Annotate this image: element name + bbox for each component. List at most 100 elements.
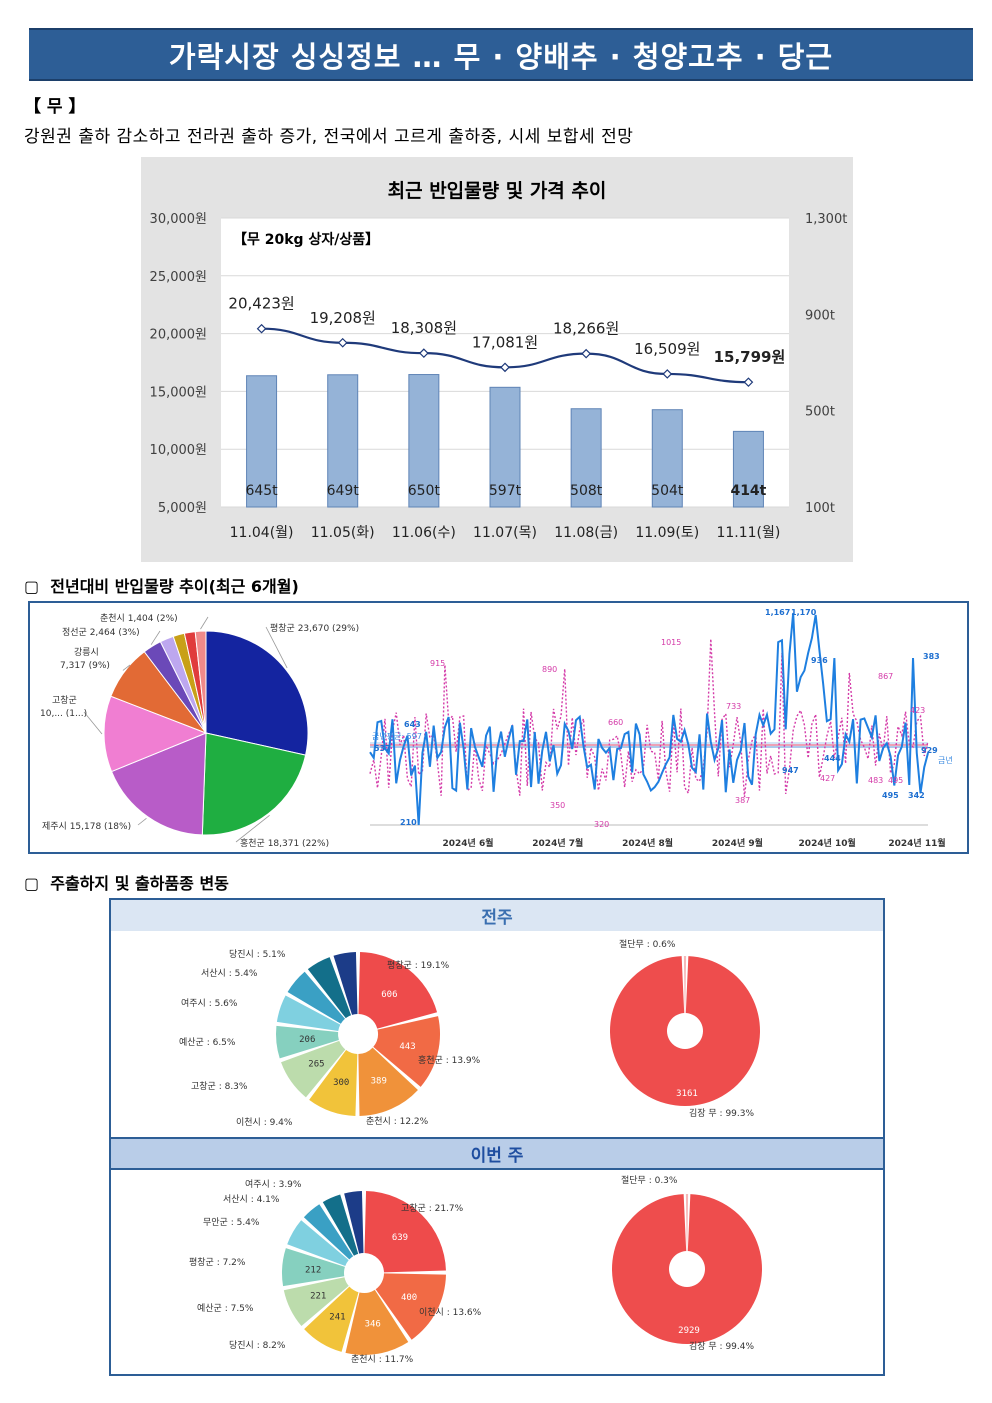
this-year-annotation: 342 — [908, 791, 925, 800]
region-slice — [364, 1191, 446, 1273]
region-slice — [345, 1289, 409, 1355]
price-point — [337, 337, 348, 348]
region-slice — [309, 1050, 358, 1116]
volume-label: 414t — [730, 483, 766, 499]
x-tick-label: 2024년 6월 — [442, 837, 493, 849]
pie-leader-line — [265, 626, 288, 669]
banner-title: 가락시장 싱싱정보 … 무 · 양배추 · 청양고추 · 당근 — [168, 39, 834, 74]
this-year-annotation: 210 — [400, 818, 417, 827]
pie-leader-line — [150, 630, 161, 645]
left-tick-label: 25,000원 — [150, 270, 207, 285]
left-tick-label: 15,000원 — [150, 385, 207, 400]
donut-value-label: 346 — [365, 1319, 381, 1329]
price-point — [419, 348, 429, 359]
pie-leader-line — [235, 814, 270, 843]
last-year-annotation: 320 — [594, 820, 609, 829]
volume-bar — [651, 409, 683, 508]
price-point — [581, 348, 591, 359]
right-tick-label: 900t — [805, 308, 835, 323]
donut-value-label: 443 — [399, 1042, 415, 1052]
six-month-svg: 평창군 23,670 (29%) 홍천군 18,371 (22%) 제주시 15,1… — [40, 608, 953, 849]
donut-value-label: 212 — [305, 1265, 321, 1275]
volume-label: 649t — [327, 483, 360, 499]
variety-slice — [610, 956, 761, 1106]
region-slice — [304, 1286, 359, 1352]
this-week-header: 이번 주 — [111, 1137, 883, 1170]
last-year-annotation: 867 — [878, 672, 893, 681]
region-slice — [281, 1040, 346, 1098]
volume-label: 650t — [408, 483, 441, 499]
donut-value-label: 389 — [371, 1077, 387, 1087]
prev-week-header: 전주 — [111, 900, 883, 931]
region-slice — [282, 1248, 345, 1287]
pie-label: 고창군 — [52, 695, 77, 706]
last-year-annotation: 1015 — [661, 638, 681, 647]
pie-leader-line — [137, 817, 147, 826]
donut-value-label: 300 — [333, 1078, 349, 1088]
region-label: 무안군 : 5.4% — [203, 1217, 260, 1228]
this-year-annotation: 495 — [882, 791, 899, 800]
region-slice — [276, 995, 341, 1032]
right-tick-label: 500t — [805, 405, 835, 420]
pie-slice — [205, 630, 309, 756]
left-tick-label: 5,000원 — [158, 501, 207, 516]
pie-slice — [201, 732, 307, 836]
x-tick-label: 2024년 8월 — [622, 837, 673, 849]
region-label: 예산군 : 6.5% — [179, 1037, 236, 1048]
prev-week-header-label: 전주 — [481, 908, 513, 928]
last-year-annotation: 427 — [820, 774, 835, 783]
section-6month-label: 전년대비 반입물량 추이(최근 6개월) — [50, 577, 299, 596]
last-year-annotation: 660 — [608, 718, 623, 727]
six-month-panel: 평창군 23,670 (29%) 홍천군 18,371 (22%) 제주시 15,1… — [28, 601, 969, 854]
region-label: 홍천군 : 13.9% — [418, 1054, 481, 1066]
volume-label: 645t — [245, 483, 278, 499]
price-point — [743, 377, 754, 388]
this-year-annotation: 444 — [824, 754, 841, 763]
volume-bar — [732, 430, 764, 508]
region-label: 서산시 : 5.4% — [201, 968, 258, 979]
this-year-annotation: 947 — [782, 766, 799, 775]
category-label: 11.06(수) — [392, 525, 456, 541]
pie-leader-line — [200, 616, 209, 630]
region-label: 당진시 : 5.1% — [229, 949, 286, 960]
price-point — [500, 362, 510, 373]
region-label: 예산군 : 7.5% — [197, 1303, 254, 1314]
section-title-mu: 【 무 】 — [24, 97, 86, 117]
price-label: 16,509원 — [634, 340, 700, 358]
region-label: 춘천시 : 12.2% — [366, 1116, 429, 1127]
region-label: 여주시 : 5.6% — [181, 997, 238, 1009]
pie-label: 춘천시 1,404 (2%) — [100, 613, 178, 624]
donut-value-label: 221 — [310, 1292, 326, 1302]
section-shipping: ▢ 주출하지 및 출하품종 변동 — [24, 874, 229, 893]
last-year-annotation: 350 — [550, 801, 565, 810]
section-shipping-label: 주출하지 및 출하품종 변동 — [50, 874, 229, 893]
region-slice — [322, 1194, 359, 1256]
last-year-annotation: 423 — [910, 706, 925, 715]
price-point — [662, 369, 673, 379]
price-label: 18,266원 — [553, 320, 619, 338]
region-label: 춘천시 : 11.7% — [351, 1354, 414, 1365]
region-label: 평창군 : 7.2% — [189, 1257, 246, 1268]
region-slice — [307, 957, 352, 1019]
volume-label: 508t — [570, 483, 603, 499]
x-tick-label: 2024년 11월 — [888, 837, 945, 849]
pie-label: 7,317 (9%) — [60, 661, 110, 671]
region-slice — [358, 952, 438, 1029]
variety-value-label: 2929 — [678, 1326, 700, 1336]
x-tick-label: 2024년 9월 — [712, 837, 763, 849]
category-label: 11.08(금) — [554, 525, 618, 541]
chart-title: 최근 반입물량 및 가격 추이 — [388, 180, 607, 202]
region-label: 이천시 : 13.6% — [419, 1307, 482, 1318]
variety-value-label: 3161 — [676, 1089, 698, 1099]
donut-value-label: 265 — [308, 1060, 324, 1070]
category-label: 11.09(토) — [635, 525, 699, 541]
right-tick-label: 1,300t — [805, 212, 847, 227]
this-year-line — [369, 612, 929, 826]
pie-slice — [110, 732, 207, 836]
volume-bar — [570, 408, 602, 508]
region-label: 고창군 : 8.3% — [191, 1081, 248, 1092]
last-year-annotation: 483 — [868, 776, 883, 785]
donut-value-label: 241 — [329, 1313, 345, 1323]
x-tick-label: 2024년 7월 — [532, 837, 583, 849]
category-label: 11.07(목) — [473, 525, 537, 541]
